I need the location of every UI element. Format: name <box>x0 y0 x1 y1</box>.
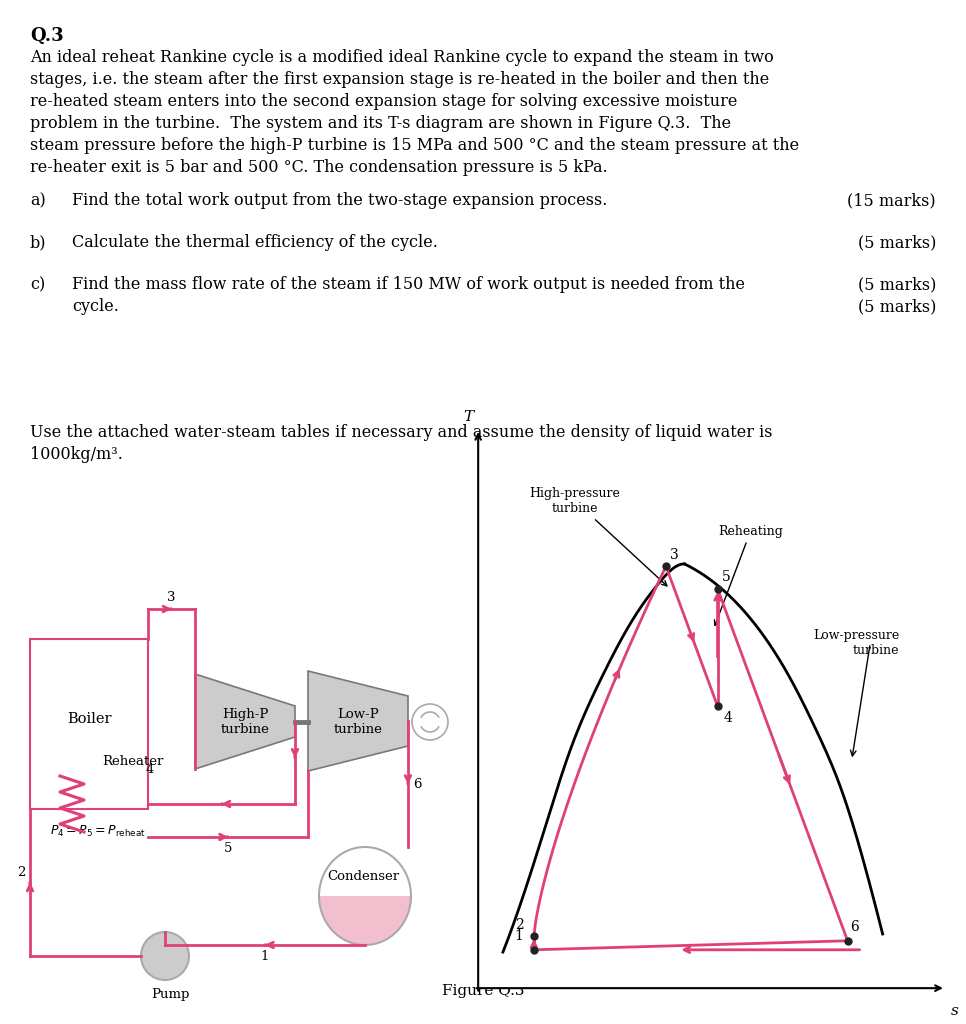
Text: re-heated steam enters into the second expansion stage for solving excessive moi: re-heated steam enters into the second e… <box>30 93 737 110</box>
Text: 1000kg/m³.: 1000kg/m³. <box>30 446 123 463</box>
Polygon shape <box>308 671 408 771</box>
Text: 4: 4 <box>724 711 732 725</box>
Text: (5 marks): (5 marks) <box>858 298 936 315</box>
Text: s: s <box>951 1005 958 1018</box>
Text: 5: 5 <box>722 570 730 585</box>
Text: 1: 1 <box>261 950 270 963</box>
Text: Find the mass flow rate of the steam if 150 MW of work output is needed from the: Find the mass flow rate of the steam if … <box>72 276 745 293</box>
Text: 2: 2 <box>16 866 25 879</box>
Text: Q.3: Q.3 <box>30 27 64 45</box>
Text: Pump: Pump <box>151 988 189 1001</box>
Text: cycle.: cycle. <box>72 298 119 315</box>
Text: (5 marks): (5 marks) <box>858 234 936 251</box>
Text: 3: 3 <box>670 548 679 562</box>
Text: Figure Q.3: Figure Q.3 <box>441 984 525 998</box>
Text: T: T <box>464 410 473 424</box>
Text: An ideal reheat Rankine cycle is a modified ideal Rankine cycle to expand the st: An ideal reheat Rankine cycle is a modif… <box>30 49 774 66</box>
Text: Condenser: Condenser <box>327 869 399 883</box>
Text: c): c) <box>30 276 45 293</box>
Circle shape <box>412 705 448 740</box>
Text: 6: 6 <box>850 920 859 934</box>
Text: Low-P
turbine: Low-P turbine <box>333 708 383 736</box>
Text: steam pressure before the high-P turbine is 15 MPa and 500 °C and the steam pres: steam pressure before the high-P turbine… <box>30 137 799 154</box>
Polygon shape <box>195 674 295 769</box>
Text: High-pressure
turbine: High-pressure turbine <box>529 487 667 586</box>
Bar <box>30 639 148 809</box>
Text: Boiler: Boiler <box>67 712 111 726</box>
Text: 5: 5 <box>224 842 232 855</box>
Text: 2: 2 <box>515 918 524 932</box>
Text: $P_4 = P_5 = P_{\rm reheat}$: $P_4 = P_5 = P_{\rm reheat}$ <box>50 824 146 839</box>
Polygon shape <box>319 896 411 945</box>
Text: Reheater: Reheater <box>102 755 163 768</box>
Text: Find the total work output from the two-stage expansion process.: Find the total work output from the two-… <box>72 193 608 209</box>
Text: 1: 1 <box>515 929 524 943</box>
Circle shape <box>141 932 189 980</box>
Text: re-heater exit is 5 bar and 500 °C. The condensation pressure is 5 kPa.: re-heater exit is 5 bar and 500 °C. The … <box>30 159 608 176</box>
Text: Calculate the thermal efficiency of the cycle.: Calculate the thermal efficiency of the … <box>72 234 438 251</box>
Text: 6: 6 <box>413 777 421 791</box>
Text: Use the attached water-steam tables if necessary and assume the density of liqui: Use the attached water-steam tables if n… <box>30 424 773 441</box>
Text: problem in the turbine.  The system and its T-s diagram are shown in Figure Q.3.: problem in the turbine. The system and i… <box>30 115 731 132</box>
Text: (5 marks): (5 marks) <box>858 276 936 293</box>
Text: a): a) <box>30 193 45 209</box>
Text: 4: 4 <box>146 763 155 776</box>
Text: (15 marks): (15 marks) <box>847 193 936 209</box>
Text: Reheating: Reheating <box>715 524 783 626</box>
Text: 3: 3 <box>167 591 176 604</box>
Text: High-P
turbine: High-P turbine <box>220 708 270 736</box>
Text: b): b) <box>30 234 46 251</box>
Text: Low-pressure
turbine: Low-pressure turbine <box>813 629 899 657</box>
Text: stages, i.e. the steam after the first expansion stage is re-heated in the boile: stages, i.e. the steam after the first e… <box>30 71 769 88</box>
